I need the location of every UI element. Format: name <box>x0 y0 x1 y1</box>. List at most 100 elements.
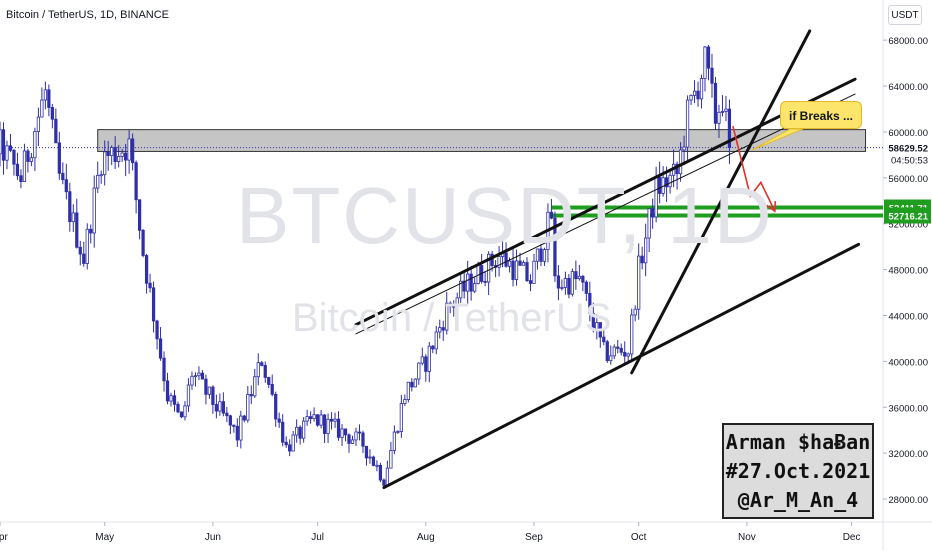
candle-body <box>120 152 124 157</box>
candle-body <box>329 418 334 422</box>
candle-body <box>176 403 180 413</box>
countdown-label: 04:50:53 <box>891 156 928 167</box>
candle-body <box>438 327 442 333</box>
candle-body <box>532 260 536 284</box>
candle-body <box>204 378 208 395</box>
candle-body <box>183 405 187 418</box>
x-tick-label: Aug <box>417 532 435 543</box>
candle-body <box>469 273 473 292</box>
current-price-label-bg <box>884 139 931 156</box>
candle-body <box>256 362 260 378</box>
candle-body <box>455 297 459 307</box>
candle-body <box>511 260 515 280</box>
projection-arrowhead <box>766 201 777 213</box>
candle-body <box>385 467 390 486</box>
x-tick-label: Oct <box>631 532 647 543</box>
candle-body <box>235 425 239 441</box>
candle-body <box>82 253 86 264</box>
candle-body <box>462 280 466 292</box>
candle-body <box>350 439 355 444</box>
candle-body <box>577 275 581 280</box>
break-callout[interactable]: if Breaks ... <box>780 101 862 129</box>
current-price-label: 58629.52 <box>888 144 928 155</box>
candle-body <box>382 479 386 486</box>
candle-body <box>340 428 344 438</box>
candle-body <box>141 229 145 256</box>
candle-body <box>144 255 149 284</box>
candle-body <box>378 464 383 481</box>
y-tick-label: 48000.00 <box>888 266 928 277</box>
candle-body <box>459 280 463 299</box>
currency-button[interactable]: USDT <box>888 5 922 25</box>
candle-body <box>134 162 138 201</box>
y-tick-label: 68000.00 <box>888 36 928 47</box>
candle-body <box>689 95 693 101</box>
candle-body <box>99 174 103 177</box>
signature-name: Arman $haɃan <box>725 430 871 454</box>
candle-body <box>274 393 278 420</box>
candle-body <box>612 346 616 357</box>
candle-body <box>539 248 543 262</box>
candle-body <box>43 89 47 101</box>
candle-body <box>706 46 711 69</box>
candle-body <box>640 255 644 264</box>
candle-body <box>312 414 316 420</box>
candle-body <box>699 78 704 100</box>
candle-body <box>117 156 121 163</box>
candle-body <box>172 395 177 405</box>
candle-body <box>427 345 431 372</box>
candle-body <box>417 362 421 380</box>
callout-pointer <box>751 128 804 151</box>
candle-body <box>528 280 533 284</box>
candle-body <box>326 418 330 434</box>
candle-body <box>298 426 302 439</box>
candle-body <box>710 67 714 84</box>
signature-date: #27.Oct.2021 <box>725 459 871 483</box>
candle-body <box>595 322 599 330</box>
candle-body <box>47 89 51 108</box>
candle-body <box>682 146 686 151</box>
candle-body <box>96 174 100 189</box>
candle-body <box>319 414 323 426</box>
y-tick-label: 32000.00 <box>888 449 928 460</box>
candle-body <box>333 418 337 422</box>
candle-body <box>0 129 2 155</box>
candle-body <box>445 302 449 331</box>
trendline <box>354 77 857 327</box>
x-tick-label: Sep <box>525 532 543 543</box>
candle-body <box>644 237 648 264</box>
candle-body <box>218 401 222 412</box>
candle-body <box>420 356 424 364</box>
candle-body <box>473 283 477 292</box>
candle-body <box>368 456 372 459</box>
candle-body <box>75 212 79 248</box>
candle-body <box>727 108 732 149</box>
candle-body <box>57 142 61 174</box>
candle-body <box>29 157 34 162</box>
candle-body <box>232 424 236 427</box>
candle-body <box>281 421 285 443</box>
candle-body <box>602 336 606 343</box>
y-tick-label: 60000.00 <box>888 128 928 139</box>
candle-body <box>148 282 152 289</box>
candle-body <box>399 403 403 432</box>
candle-body <box>406 381 410 400</box>
candle-body <box>518 260 522 266</box>
candle-body <box>703 46 707 79</box>
x-tick-label: Jun <box>205 532 221 543</box>
candle-body <box>221 401 225 414</box>
candle-body <box>1 129 6 161</box>
candle-body <box>249 394 253 397</box>
candle-body <box>685 99 690 148</box>
candle-body <box>305 416 309 422</box>
candle-body <box>270 384 274 395</box>
candle-body <box>619 347 623 353</box>
candle-body <box>155 320 159 340</box>
candle-body <box>605 341 609 362</box>
candle-body <box>424 356 428 372</box>
candle-body <box>588 292 592 314</box>
candle-body <box>678 149 683 175</box>
candle-body <box>190 375 194 386</box>
